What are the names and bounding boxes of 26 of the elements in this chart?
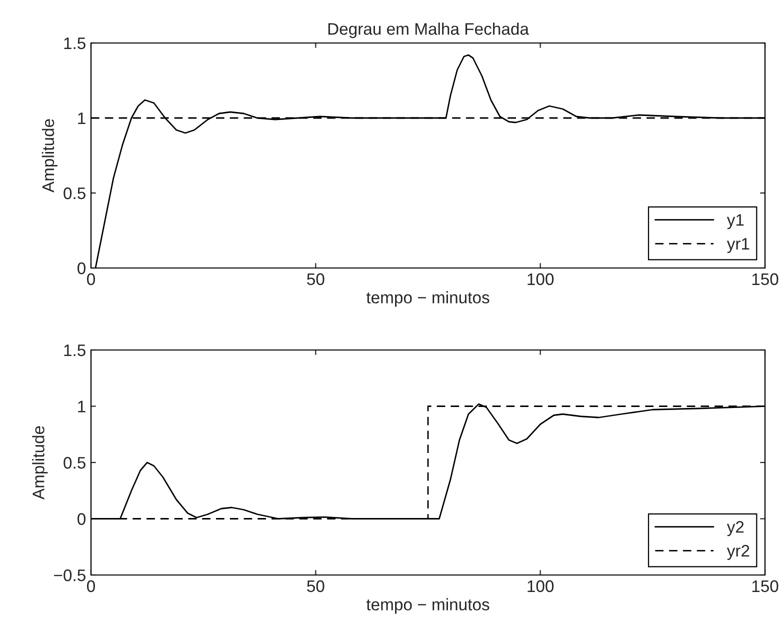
x-tick-label: 0 <box>87 273 95 286</box>
x-tick-label: 50 <box>307 580 324 592</box>
x-tick-label: 50 <box>307 273 324 286</box>
y-axis-title: Amplitude <box>32 426 48 500</box>
y-tick-label: 1.5 <box>64 38 86 50</box>
legend-label: yr1 <box>726 238 750 253</box>
legend-label: yr2 <box>726 544 750 560</box>
y-tick-label: 1 <box>78 400 86 412</box>
legend-label: y2 <box>726 521 744 536</box>
legend-label: y1 <box>726 214 744 230</box>
y-tick-label: 1.5 <box>64 344 86 356</box>
chart-title: Degrau em Malha Fechada <box>328 22 529 38</box>
y-tick-label: 0 <box>78 513 86 525</box>
x-tick-label: 150 <box>752 273 778 286</box>
x-axis-title: tempo − minutos <box>366 598 490 614</box>
x-tick-label: 100 <box>528 273 554 286</box>
x-tick-label: 150 <box>752 580 778 592</box>
x-tick-label: 100 <box>528 580 554 592</box>
y-axis-title: Amplitude <box>42 119 58 193</box>
y-tick-label: −0.5 <box>54 569 86 582</box>
y-tick-label: 0.5 <box>64 456 86 469</box>
x-tick-label: 0 <box>87 580 95 592</box>
y-tick-label: 1 <box>78 112 86 124</box>
y-tick-label: 0 <box>78 262 86 274</box>
y-tick-label: 0.5 <box>64 187 86 200</box>
x-axis-title: tempo − minutos <box>366 291 490 307</box>
